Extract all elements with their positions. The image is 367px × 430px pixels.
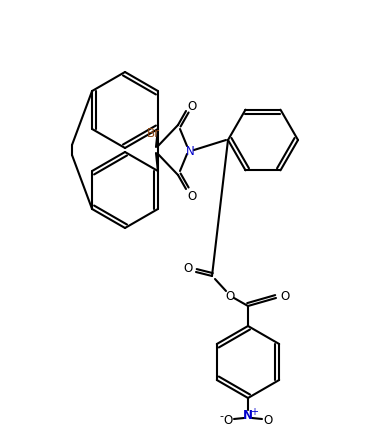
Text: O: O [224, 414, 233, 427]
Text: O: O [225, 290, 235, 303]
Text: O: O [184, 261, 193, 274]
Text: O: O [264, 414, 273, 427]
Text: O: O [188, 189, 197, 202]
Text: O: O [280, 290, 290, 303]
Text: N: N [243, 408, 253, 421]
Text: N: N [186, 144, 195, 157]
Text: Br: Br [146, 126, 160, 139]
Text: -: - [219, 410, 223, 420]
Text: +: + [250, 406, 258, 416]
Text: O: O [188, 99, 197, 112]
